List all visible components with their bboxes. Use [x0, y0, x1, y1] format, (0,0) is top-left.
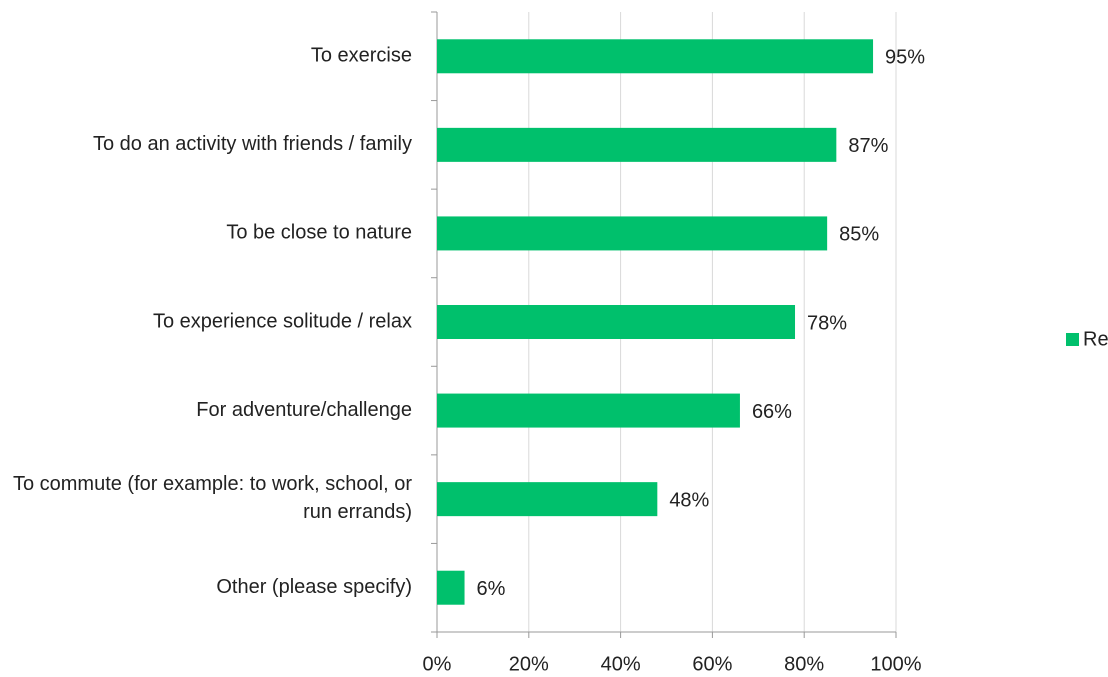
bar [437, 305, 796, 339]
y-tick-label: To commute (for example: to work, school… [13, 473, 412, 523]
x-tick-label: 0% [423, 653, 452, 675]
data-label: 6% [477, 578, 506, 600]
bar [437, 393, 740, 428]
y-tick-label: Other (please specify) [216, 576, 412, 598]
data-label: 78% [807, 312, 847, 334]
label-line: run errands) [303, 501, 412, 523]
x-tick-label: 100% [870, 653, 921, 675]
data-label: 66% [752, 401, 792, 423]
bar [437, 482, 658, 517]
bar [437, 127, 837, 162]
data-label: 48% [669, 489, 709, 511]
x-tick-label: 40% [601, 653, 641, 675]
y-tick-label: To exercise [311, 45, 412, 67]
y-tick-label: For adventure/challenge [196, 399, 412, 421]
legend-label: Responses [1083, 328, 1108, 350]
data-label: 87% [848, 135, 888, 157]
y-tick-label: To do an activity with friends / family [93, 133, 412, 155]
x-tick-label: 20% [509, 653, 549, 675]
x-tick-label: 60% [692, 653, 732, 675]
bar [437, 39, 874, 74]
data-label: 85% [839, 224, 879, 246]
data-label: 95% [885, 47, 925, 69]
bar [437, 570, 465, 605]
legend-swatch [1066, 333, 1079, 346]
label-line: To commute (for example: to work, school… [13, 473, 412, 495]
x-tick-label: 80% [784, 653, 824, 675]
y-tick-label: To experience solitude / relax [153, 310, 412, 332]
bar [437, 216, 828, 251]
y-tick-label: To be close to nature [226, 222, 412, 244]
